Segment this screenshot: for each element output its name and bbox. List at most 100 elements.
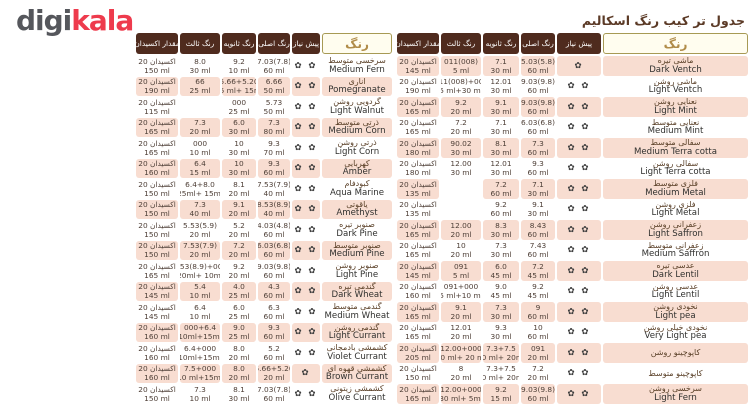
color-name-fa: کاپوچینو متوسط [648,368,703,378]
primary-color-value: 9.03(9.8) [521,97,555,107]
oxidant-amount-cell: اکسیدان 20 165 ml [397,220,439,240]
secondary-color-amount: 30 ml [490,147,512,157]
color-name-cell: نعنایی متوسط Medium Mint [603,117,748,137]
secondary-color-cell: 7.1 30 ml [483,117,519,137]
primary-color-amount: 50 ml [263,106,285,116]
oxidant-label: اکسیدان 20 [138,282,176,292]
tertiary-color-value: 091+000 [443,282,479,292]
tertiary-color-cell: 66 25 ml [180,76,220,96]
color-name-cell: ماشی روشن Light Ventch [603,76,748,96]
color-mix-tables: رنگ پیش نیاز رنگ اصلی رنگ ثانویه رنگ ثال… [134,33,748,404]
tertiary-color-value: 90.02 [450,138,472,148]
color-name-fa: گردویی روشن [333,97,381,107]
prerequisite-cell: ✿ ✿ [292,220,320,240]
oxidant-label: اکسیدان 20 [399,364,437,374]
tertiary-color-cell: 6.4 10 ml [180,302,220,322]
color-name-cell: کشمشی بادمجانی Violet Currant [322,343,392,363]
oxidant-amount: 165 ml [144,270,170,280]
primary-color-value: 5.2 [268,343,280,353]
oxidant-label: اکسیدان 20 [399,118,437,128]
column-header-primary-color: رنگ اصلی [521,33,555,54]
flower-icon: ✿ ✿ [294,388,318,399]
secondary-color-value: 8.1 [233,179,245,189]
column-header-secondary-color: رنگ ثانویه [483,33,519,54]
oxidant-amount-cell: اکسیدان 20 150 ml [397,363,439,383]
flower-icon: ✿ ✿ [567,388,591,399]
secondary-color-cell: 8.1 30 ml [222,384,256,404]
color-name-en: Medium Wheat [324,310,390,321]
primary-color-value: 7.3 [532,138,544,148]
prerequisite-cell: ✿ ✿ [557,302,601,322]
color-name-fa: ذرتی روشن [337,138,377,148]
color-name-en: Light Mint [654,105,697,116]
oxidant-label: اکسیدان 20 [138,97,176,107]
primary-color-cell: 091 20 ml [521,343,555,363]
tertiary-color-value: 12.00 [450,159,472,169]
primary-color-cell: 5.66+5.20 20 ml [258,363,290,383]
secondary-color-amount: 45 ml [490,291,512,301]
secondary-color-cell: 6.0 25 ml [222,302,256,322]
oxidant-amount: 165 ml [405,106,431,116]
column-header-primary-color: رنگ اصلی [258,33,290,54]
tertiary-color-amount: 20 ml [450,127,472,137]
flower-icon: ✿ ✿ [567,265,591,276]
secondary-color-value: 5.2 [233,220,245,230]
primary-color-amount: 60 ml [263,311,285,321]
color-name-en: Light Lentil [651,290,700,301]
secondary-color-cell: 9.0 45 ml [483,281,519,301]
primary-color-value: 9.3 [268,159,280,169]
oxidant-amount: 205 ml [405,352,431,362]
primary-color-cell: 9 60 ml [521,302,555,322]
secondary-color-value: 000 [231,97,247,107]
left-table-header: رنگ پیش نیاز رنگ اصلی رنگ ثانویه رنگ ثال… [134,33,392,54]
tertiary-color-cell: 9.1 20 ml [441,302,481,322]
color-name-en: Light Pine [335,269,379,280]
tertiary-color-cell [441,199,481,219]
prerequisite-cell: ✿ ✿ [292,240,320,260]
tertiary-color-cell: 091+000 5 ml+10 ml [441,281,481,301]
oxidant-label: اکسیدان 20 [399,77,437,87]
oxidant-amount-cell: اکسیدان 20 160 ml [136,158,178,178]
secondary-color-cell: 9.2 10 ml [222,56,256,76]
table-row: اناری Pomegranate ✿ ✿ 6.66 50 ml 5.66+5.… [136,76,392,96]
secondary-color-cell: 10 30 ml [222,138,256,158]
primary-color-value: 7.53(7.9) [258,179,290,189]
primary-color-value: 9 [535,302,541,312]
secondary-color-amount: 30 ml [228,127,250,137]
logo-text-kala: kala [71,4,134,37]
secondary-color-cell: 8.0 20 ml [222,363,256,383]
secondary-color-value: 12.01 [490,77,512,87]
color-name-fa: کاپوچینو روشن [650,348,701,357]
tertiary-color-value: 8.0 [194,56,206,66]
oxidant-amount: 180 ml [405,147,431,157]
oxidant-label: اکسیدان 20 [399,282,437,292]
table-row: گندمی روشن Light Currant ✿ ✿ 9.3 60 ml 9… [136,322,392,342]
tertiary-color-value: 7.3 [194,384,206,394]
primary-color-cell: 7.43 60 ml [521,240,555,260]
table-row: سفالی روشن Light Terra cotta ✿ ✿ 9.3 60 … [397,158,748,178]
color-name-fa: سفالی روشن [652,158,699,168]
color-name-cell: کاپوچینو متوسط [603,363,748,383]
primary-color-value: 6.03(6.8) [521,118,555,128]
tertiary-color-cell: 9.2 20 ml [441,97,481,117]
tertiary-color-amount: 5 ml+10 ml [441,291,481,301]
color-name-en: Light Corn [334,146,380,157]
secondary-color-cell: 7.3 30 ml [483,240,519,260]
secondary-color-value: 7.1 [495,118,507,128]
oxidant-amount-cell: اکسیدان 20 150 ml [136,240,178,260]
primary-color-amount: 60 ml [263,352,285,362]
color-name-fa: صنوبر تیره [339,220,375,230]
prerequisite-cell: ✿ ✿ [292,343,320,363]
oxidant-amount-cell: اکسیدان 20 165 ml [136,261,178,281]
primary-color-amount: 45 ml [527,270,549,280]
primary-color-cell: 5.03(5.8) 60 ml [521,56,555,76]
secondary-color-value: 9.2 [233,56,245,66]
color-name-en: Light Ventch [648,85,703,96]
secondary-color-cell: 7.2 60 ml [483,179,519,199]
table-row: صنوبر متوسط Medium Pine ✿ ✿ 6.03(6.8) 60… [136,240,392,260]
tertiary-color-amount: 30 ml [450,147,472,157]
oxidant-amount-cell: اکسیدان 20 160 ml [136,363,178,383]
primary-color-cell: 6.3 60 ml [258,302,290,322]
tertiary-color-cell [441,179,481,199]
table-row: نخودی روشن Light pea ✿ ✿ 9 60 ml 7.3 30 … [397,302,748,322]
